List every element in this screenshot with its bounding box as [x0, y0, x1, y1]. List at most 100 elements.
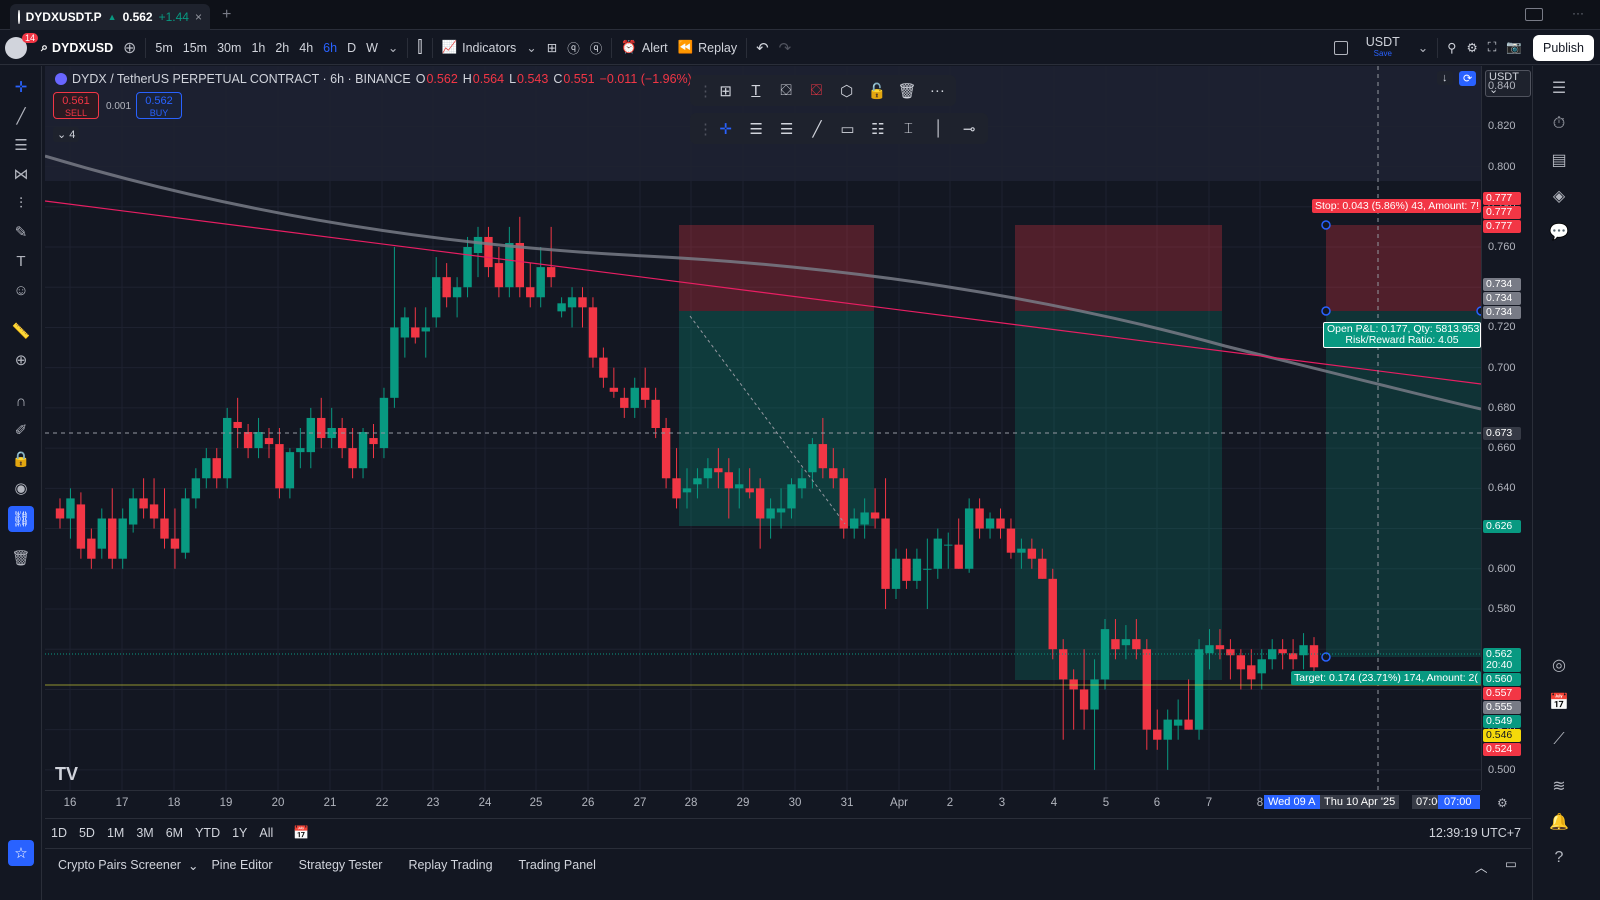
- user-avatar[interactable]: 14: [0, 32, 39, 61]
- interval-30m[interactable]: 30m: [217, 40, 242, 55]
- chart-pane[interactable]: TV: [45, 66, 1481, 790]
- target-icon[interactable]: ◎: [1552, 657, 1566, 674]
- drag-handle-icon[interactable]: ⋮: [698, 120, 713, 138]
- delete-drawing-icon[interactable]: 🗑: [897, 82, 917, 100]
- symbol-search[interactable]: ⌕ DYDXUSDT: [36, 35, 118, 61]
- currency-dropdown-icon[interactable]: ⌄: [1417, 41, 1429, 55]
- stop-label[interactable]: Stop: 0.043 (5.86%) 43, Amount: 7!: [1312, 199, 1481, 213]
- new-tab-button[interactable]: +: [222, 6, 232, 23]
- fullscreen-icon[interactable]: ⛶: [1487, 40, 1497, 54]
- chart-tab[interactable]: DYDXUSDT.P ▲ 0.562 +1.44 ×: [10, 4, 210, 30]
- range-3m[interactable]: 3M: [136, 825, 154, 840]
- range-1y[interactable]: 1Y: [232, 825, 248, 840]
- sell-button[interactable]: 0.561 SELL: [53, 92, 99, 119]
- interval-5m[interactable]: 5m: [155, 40, 173, 55]
- text-tool-icon[interactable]: T: [16, 252, 26, 270]
- publish-button[interactable]: Publish: [1533, 34, 1594, 61]
- settings-icon[interactable]: ⚙: [1466, 41, 1478, 55]
- link-icon[interactable]: ⛓: [8, 506, 34, 532]
- eye-icon[interactable]: ◉: [14, 480, 28, 497]
- crosshair-icon[interactable]: ✛: [14, 79, 28, 96]
- interval-15m[interactable]: 15m: [182, 40, 208, 55]
- scroll-down-icon[interactable]: ↓: [1437, 71, 1453, 85]
- broadcast-icon[interactable]: ≋: [1552, 778, 1566, 795]
- data-window-icon[interactable]: ▤: [1551, 152, 1567, 169]
- candles-chart-type-icon[interactable]: ⫿: [417, 38, 423, 56]
- trash-icon[interactable]: 🗑: [11, 550, 31, 567]
- line-color-icon[interactable]: ⛋: [810, 82, 823, 99]
- parallel-channel-icon[interactable]: ☰: [749, 120, 763, 138]
- legend-title[interactable]: DYDX / TetherUS PERPETUAL CONTRACT · 6h …: [72, 72, 411, 86]
- chevron-down-icon[interactable]: ⌄: [187, 859, 199, 873]
- drag-handle-icon[interactable]: ⋮: [698, 82, 713, 100]
- text-color-icon[interactable]: T: [751, 82, 761, 99]
- layout-single-icon[interactable]: [1329, 35, 1353, 61]
- interval-2h[interactable]: 2h: [275, 40, 290, 55]
- price-range-icon[interactable]: ⌶: [903, 120, 913, 137]
- watchlist-icon[interactable]: ☰: [1551, 80, 1567, 97]
- pattern-icon[interactable]: ⋈: [13, 166, 29, 183]
- axis-settings-icon[interactable]: ⚙: [1497, 796, 1508, 810]
- line-tool-icon[interactable]: ╱: [812, 120, 822, 138]
- favorites-star-icon[interactable]: ☆: [8, 840, 34, 866]
- horizontal-ray-icon[interactable]: ⊸: [962, 120, 976, 138]
- stay-drawing-icon[interactable]: ✐: [14, 422, 28, 439]
- collapse-panel-icon[interactable]: ︿: [1475, 861, 1488, 875]
- trend-line-icon[interactable]: ╱: [16, 108, 26, 125]
- range-1d[interactable]: 1D: [51, 825, 67, 840]
- regression-icon[interactable]: ☰: [779, 120, 794, 138]
- lock-drawing-icon[interactable]: 🔓: [867, 82, 887, 100]
- forecasting-icon[interactable]: ⫶: [19, 194, 23, 212]
- quick-search-icon[interactable]: ⓠ: [567, 42, 580, 56]
- settings-hex-icon[interactable]: ⬡: [840, 82, 854, 100]
- axis-currency-button[interactable]: USDT ⌄: [1485, 70, 1531, 97]
- more-icon[interactable]: ···: [1572, 6, 1584, 20]
- vertical-line-icon[interactable]: │: [934, 120, 944, 137]
- buy-button[interactable]: 0.562 BUY: [136, 92, 182, 119]
- fill-color-icon[interactable]: ⛋: [780, 82, 792, 99]
- goto-date-icon[interactable]: 📅: [293, 824, 310, 840]
- replay-button[interactable]: ⏪ Replay: [673, 35, 743, 61]
- fib-retracement-icon[interactable]: ☰: [14, 137, 28, 154]
- target-label[interactable]: Target: 0.174 (23.71%) 174, Amount: 2(: [1291, 671, 1481, 685]
- alert-button[interactable]: ⏰ Alert: [616, 35, 672, 61]
- lock-icon[interactable]: 🔒: [11, 451, 31, 468]
- ruler-icon[interactable]: 📏: [11, 323, 31, 340]
- range-ytd[interactable]: YTD: [195, 825, 221, 840]
- chart-pattern-icon[interactable]: ⟋: [1553, 731, 1565, 748]
- interval-1h[interactable]: 1h: [251, 40, 266, 55]
- help-icon[interactable]: ?: [1554, 849, 1564, 866]
- rectangle-tool-icon[interactable]: ▭: [840, 120, 855, 138]
- interval-D[interactable]: D: [347, 40, 357, 55]
- layers-icon[interactable]: ◈: [1552, 188, 1566, 205]
- currency-selector[interactable]: USDT Save: [1353, 35, 1413, 61]
- bottom-tab-pine-editor[interactable]: Pine Editor: [211, 858, 273, 872]
- undo-icon[interactable]: ↶: [756, 39, 769, 57]
- templates-icon[interactable]: ⊞: [546, 41, 558, 55]
- indicator-collapse-toggle[interactable]: ⌄ 4: [53, 127, 80, 142]
- indicators-button[interactable]: 📈 Indicators: [437, 35, 522, 61]
- range-5d[interactable]: 5D: [78, 825, 95, 840]
- interval-6h[interactable]: 6h: [323, 40, 338, 55]
- bottom-tab-trading-panel[interactable]: Trading Panel: [518, 858, 596, 872]
- compare-symbol-button[interactable]: ⊕: [123, 39, 137, 57]
- crosshair-tool-icon[interactable]: ✛: [719, 120, 732, 138]
- zoom-in-icon[interactable]: ⊕: [14, 352, 28, 369]
- more-options-icon[interactable]: ···: [929, 82, 945, 99]
- time-axis[interactable]: 16 17 18 19 20 21 22 23 24 25 26 27 28 29 30 31 Apr 2 3 4 5 6…: [45, 790, 1481, 816]
- bottom-tab-crypto-pairs-screener[interactable]: Crypto Pairs Screener: [58, 858, 181, 872]
- calendar-icon[interactable]: 📅: [1549, 694, 1569, 711]
- magnet-icon[interactable]: ∩: [15, 392, 27, 410]
- bottom-tab-replay-trading[interactable]: Replay Trading: [408, 858, 493, 872]
- notifications-bell-icon[interactable]: 🔔: [1549, 814, 1569, 831]
- bottom-tab-strategy-tester[interactable]: Strategy Tester: [298, 858, 383, 872]
- emoji-icon[interactable]: ☺: [13, 281, 29, 299]
- autoscale-icon[interactable]: ⟳: [1459, 71, 1477, 86]
- layout-icon[interactable]: [1525, 8, 1543, 21]
- utc-clock[interactable]: 12:39:19 UTC+7: [1428, 825, 1521, 840]
- templates-icon[interactable]: ⊞: [719, 82, 732, 100]
- fib-tool-icon[interactable]: ☷: [871, 120, 885, 138]
- quick-search-2-icon[interactable]: ⓠ: [589, 42, 603, 56]
- range-1m[interactable]: 1M: [106, 825, 125, 840]
- quick-search-toolbar-icon[interactable]: ⚲: [1447, 41, 1457, 55]
